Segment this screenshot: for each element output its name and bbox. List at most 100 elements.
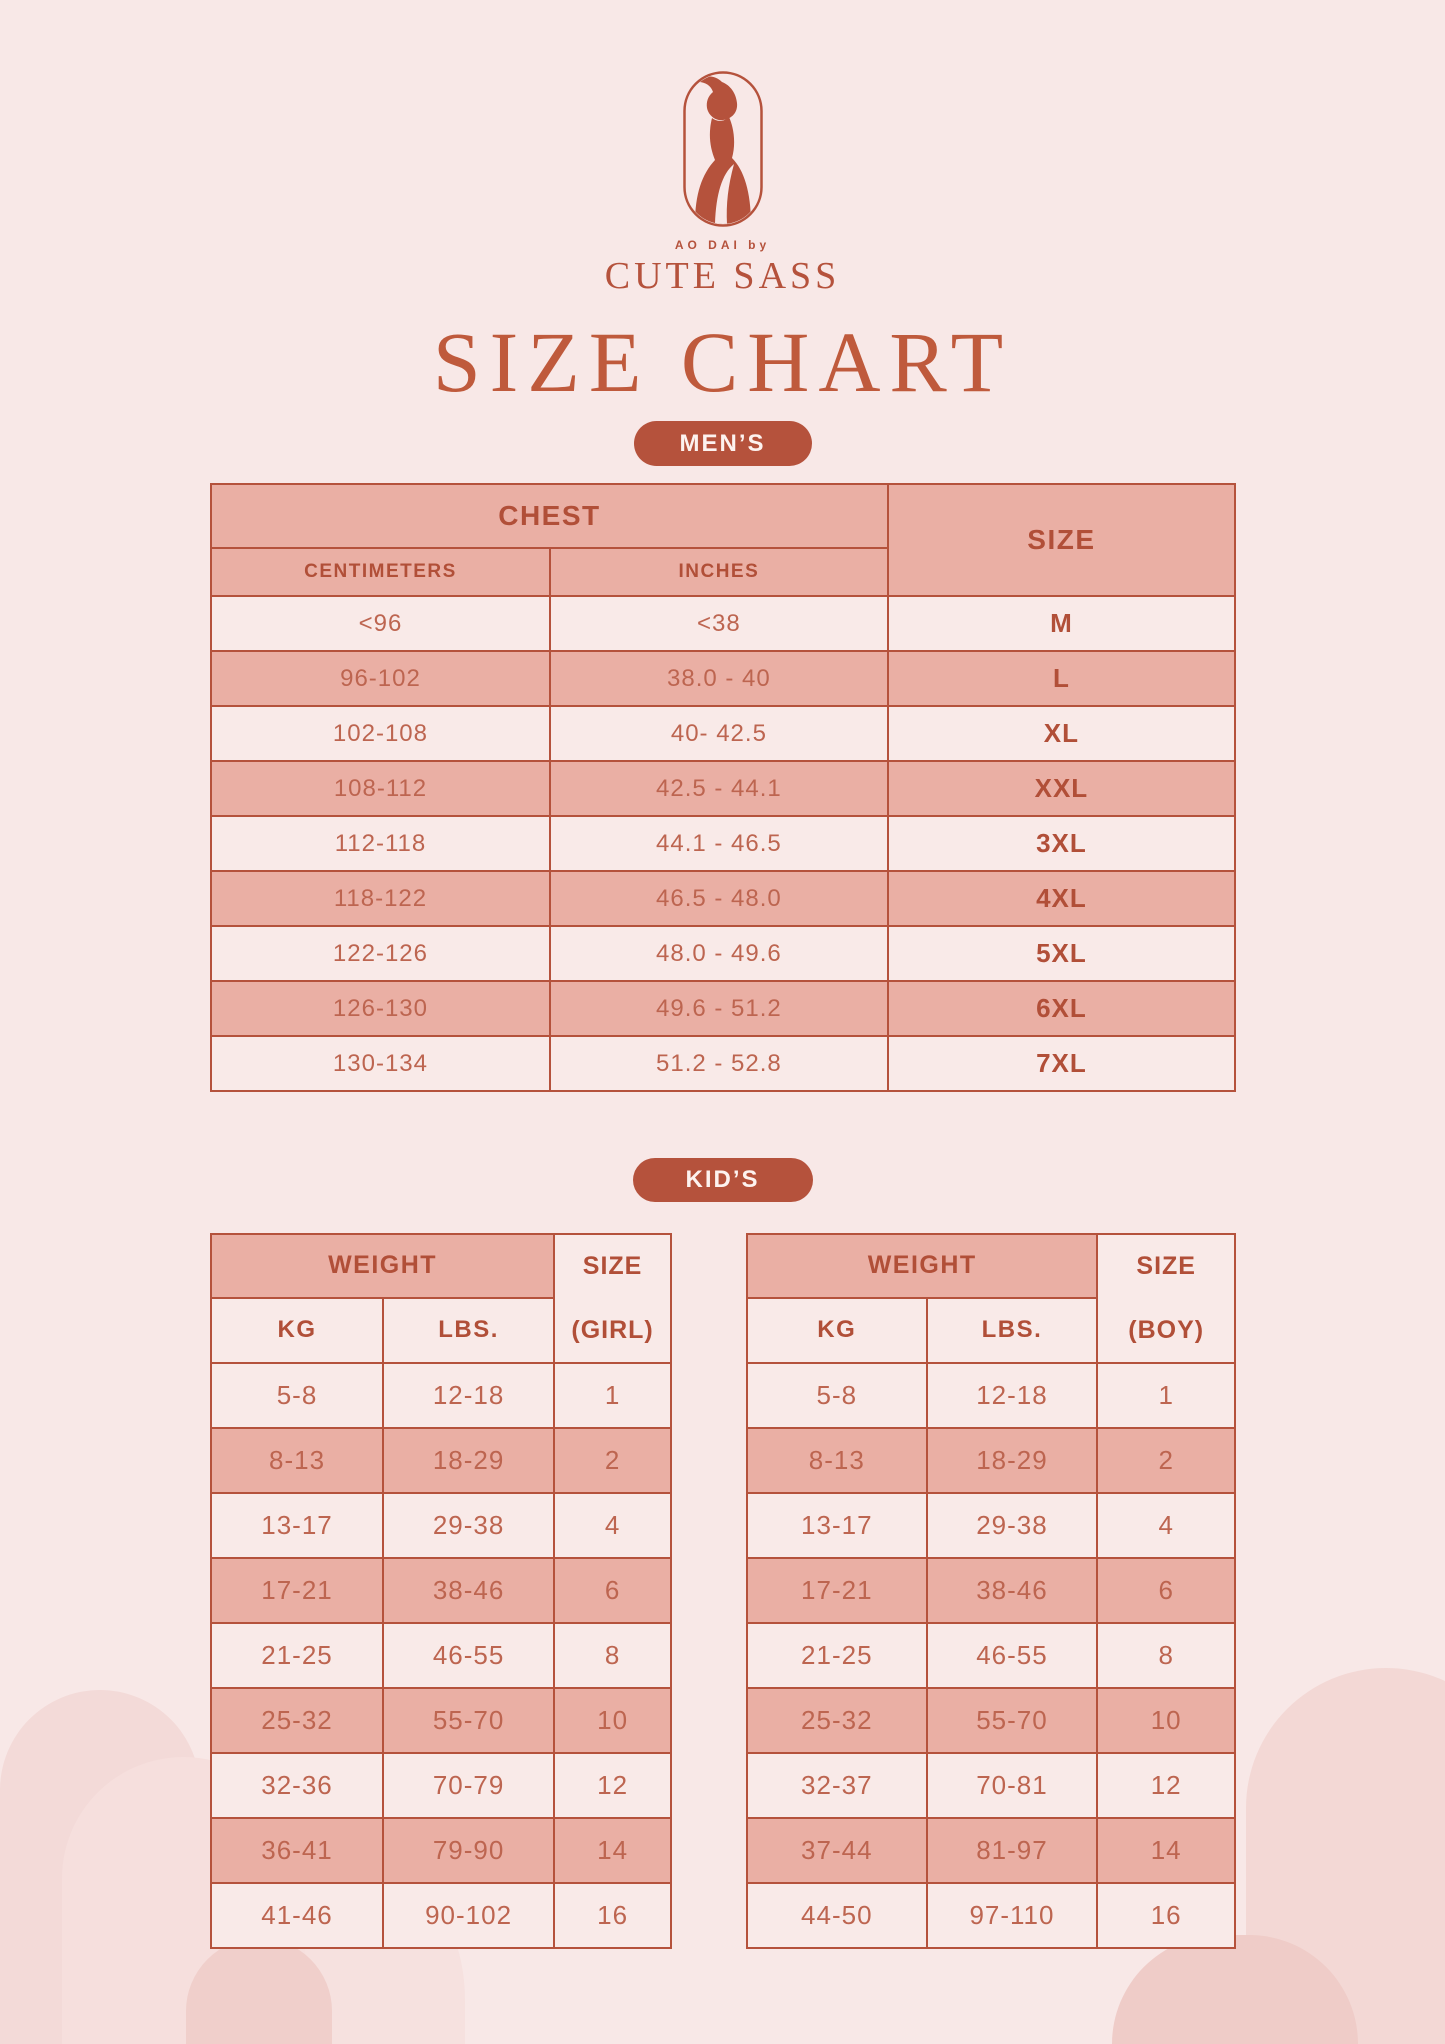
size-cell: 6	[553, 1557, 672, 1624]
centimeters-cell: 118-122	[210, 870, 551, 927]
table-row: 25-32 55-70 10	[746, 1687, 1236, 1754]
table-row: 32-37 70-81 12	[746, 1752, 1236, 1819]
kg-cell: 21-25	[746, 1622, 928, 1689]
kg-cell: 21-25	[209, 1622, 385, 1689]
lbs-cell: 70-81	[925, 1752, 1099, 1819]
size-sub-label: (GIRL)	[571, 1315, 654, 1344]
table-row: 118-122 46.5 - 48.0 4XL	[210, 870, 1237, 927]
kg-cell: 37-44	[746, 1817, 928, 1884]
table-row: 37-44 81-97 14	[746, 1817, 1236, 1884]
kg-cell: 36-41	[209, 1817, 385, 1884]
centimeters-cell: 130-134	[210, 1035, 551, 1092]
size-cell: 4XL	[886, 870, 1237, 927]
lbs-cell: 55-70	[382, 1687, 556, 1754]
size-cell: 10	[553, 1687, 672, 1754]
lbs-cell: 38-46	[382, 1557, 556, 1624]
inches-cell: 38.0 - 40	[548, 650, 889, 707]
size-cell: 10	[1096, 1687, 1236, 1754]
size-cell: 2	[553, 1427, 672, 1494]
lbs-cell: 46-55	[925, 1622, 1099, 1689]
inches-cell: 51.2 - 52.8	[548, 1035, 889, 1092]
table-row: 122-126 48.0 - 49.6 5XL	[210, 925, 1237, 982]
size-cell: 12	[553, 1752, 672, 1819]
brand-tagline: AO DAI by	[674, 238, 771, 252]
table-row: 112-118 44.1 - 46.5 3XL	[210, 815, 1237, 872]
size-cell: 4	[1096, 1492, 1236, 1559]
centimeters-cell: 126-130	[210, 980, 551, 1037]
table-row: 126-130 49.6 - 51.2 6XL	[210, 980, 1237, 1037]
lbs-cell: 90-102	[382, 1882, 556, 1949]
kg-header: KG	[746, 1296, 928, 1365]
kg-cell: 44-50	[746, 1882, 928, 1949]
brand-logo	[682, 70, 764, 228]
centimeters-header: CENTIMETERS	[210, 547, 551, 597]
kg-cell: 8-13	[746, 1427, 928, 1494]
size-cell: 1	[553, 1362, 672, 1429]
table-row: <96 <38 M	[210, 595, 1237, 652]
lbs-header: LBS.	[382, 1296, 556, 1365]
boys-size-table: WEIGHT SIZE (BOY) KG LBS. 5-8 12-18 1	[745, 1233, 1236, 1949]
centimeters-cell: 108-112	[210, 760, 551, 817]
lbs-cell: 81-97	[925, 1817, 1099, 1884]
size-cell: 4	[553, 1492, 672, 1559]
inches-cell: 48.0 - 49.6	[548, 925, 889, 982]
kg-header: KG	[209, 1296, 385, 1365]
inches-cell: 40- 42.5	[548, 705, 889, 762]
kg-cell: 8-13	[209, 1427, 385, 1494]
size-cell: 8	[553, 1622, 672, 1689]
lbs-cell: 12-18	[382, 1362, 556, 1429]
table-row: 13-17 29-38 4	[209, 1492, 672, 1559]
table-row: 17-21 38-46 6	[209, 1557, 672, 1624]
size-cell: 12	[1096, 1752, 1236, 1819]
size-cell: XL	[886, 705, 1237, 762]
table-row: 130-134 51.2 - 52.8 7XL	[210, 1035, 1237, 1092]
size-cell: XXL	[886, 760, 1237, 817]
kg-cell: 17-21	[209, 1557, 385, 1624]
lbs-cell: 38-46	[925, 1557, 1099, 1624]
size-cell: 6XL	[886, 980, 1237, 1037]
table-row: 41-46 90-102 16	[209, 1882, 672, 1949]
size-cell: 14	[1096, 1817, 1236, 1884]
size-cell: 7XL	[886, 1035, 1237, 1092]
table-row: 5-8 12-18 1	[209, 1362, 672, 1429]
table-row: 102-108 40- 42.5 XL	[210, 705, 1237, 762]
centimeters-cell: <96	[210, 595, 551, 652]
table-row: 13-17 29-38 4	[746, 1492, 1236, 1559]
size-cell: 16	[553, 1882, 672, 1949]
lbs-cell: 55-70	[925, 1687, 1099, 1754]
page-title: SIZE CHART	[432, 314, 1013, 410]
size-cell: 8	[1096, 1622, 1236, 1689]
size-cell: 3XL	[886, 815, 1237, 872]
kg-cell: 32-36	[209, 1752, 385, 1819]
size-cell: 5XL	[886, 925, 1237, 982]
table-row: 44-50 97-110 16	[746, 1882, 1236, 1949]
kids-badge: KID’S	[632, 1158, 813, 1202]
lbs-cell: 70-79	[382, 1752, 556, 1819]
size-boy-header: SIZE (BOY)	[1096, 1233, 1236, 1364]
kg-cell: 32-37	[746, 1752, 928, 1819]
inches-cell: 46.5 - 48.0	[548, 870, 889, 927]
lbs-cell: 18-29	[382, 1427, 556, 1494]
centimeters-cell: 96-102	[210, 650, 551, 707]
lbs-cell: 18-29	[925, 1427, 1099, 1494]
kg-cell: 13-17	[209, 1492, 385, 1559]
size-cell: 16	[1096, 1882, 1236, 1949]
inches-cell: <38	[548, 595, 889, 652]
centimeters-cell: 122-126	[210, 925, 551, 982]
table-row: 21-25 46-55 8	[209, 1622, 672, 1689]
lbs-cell: 46-55	[382, 1622, 556, 1689]
weight-header: WEIGHT	[745, 1233, 1099, 1299]
girls-size-table: WEIGHT SIZE (GIRL) KG LBS. 5-8 12-18 1	[209, 1233, 672, 1949]
inches-cell: 49.6 - 51.2	[548, 980, 889, 1037]
table-row: 32-36 70-79 12	[209, 1752, 672, 1819]
size-cell: 1	[1096, 1362, 1236, 1429]
mens-size-table: CHEST SIZE CENTIMETERS INCHES <96 <38 M …	[210, 483, 1237, 1092]
table-row: 36-41 79-90 14	[209, 1817, 672, 1884]
kg-cell: 25-32	[209, 1687, 385, 1754]
kg-cell: 17-21	[746, 1557, 928, 1624]
size-girl-header: SIZE (GIRL)	[553, 1233, 672, 1364]
size-header: SIZE	[886, 483, 1237, 597]
table-row: 5-8 12-18 1	[746, 1362, 1236, 1429]
table-row: 17-21 38-46 6	[746, 1557, 1236, 1624]
